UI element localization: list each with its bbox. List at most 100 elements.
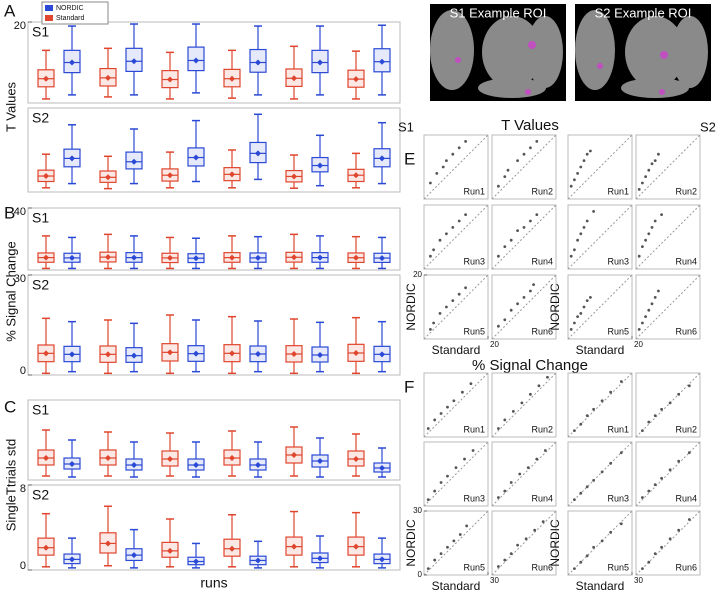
run-label: Run1 bbox=[607, 186, 629, 196]
point bbox=[526, 466, 530, 469]
point bbox=[585, 414, 589, 418]
median-marker bbox=[43, 544, 49, 551]
x-tick-label: 30 bbox=[490, 576, 499, 585]
median-marker bbox=[317, 458, 323, 464]
point bbox=[657, 289, 660, 293]
image-title: S2 Example ROI bbox=[595, 5, 692, 20]
point bbox=[503, 318, 507, 322]
point bbox=[457, 146, 461, 150]
point bbox=[454, 466, 458, 469]
point bbox=[660, 407, 663, 411]
legend-swatch bbox=[45, 5, 53, 11]
point bbox=[668, 468, 672, 472]
median-marker bbox=[167, 76, 173, 83]
identity-line bbox=[491, 510, 557, 576]
point bbox=[458, 533, 462, 536]
point bbox=[600, 539, 604, 543]
median-marker bbox=[193, 462, 199, 468]
median-marker bbox=[229, 75, 235, 82]
point bbox=[647, 308, 651, 312]
point bbox=[446, 474, 449, 478]
point bbox=[433, 489, 437, 493]
point bbox=[463, 457, 466, 461]
identity-line bbox=[423, 204, 489, 270]
point bbox=[677, 459, 681, 463]
median-marker bbox=[291, 254, 297, 261]
median-marker bbox=[229, 171, 235, 178]
point bbox=[647, 232, 651, 236]
legend-label: NORDIC bbox=[56, 5, 84, 12]
median-marker bbox=[43, 173, 49, 180]
median-marker bbox=[353, 76, 359, 83]
median-marker bbox=[131, 352, 137, 359]
point bbox=[637, 254, 641, 258]
brain-art bbox=[430, 10, 708, 98]
median-marker bbox=[43, 455, 49, 461]
point bbox=[457, 292, 461, 296]
run-label: Run6 bbox=[531, 562, 553, 572]
median-marker bbox=[131, 254, 137, 261]
median-marker bbox=[43, 254, 49, 261]
point bbox=[432, 321, 435, 325]
median-marker bbox=[229, 455, 235, 461]
point bbox=[535, 213, 539, 217]
panel-letter: E bbox=[404, 149, 415, 168]
point bbox=[644, 175, 647, 179]
median-marker bbox=[291, 543, 297, 550]
subplot-label: S2 bbox=[32, 277, 49, 293]
point bbox=[497, 254, 500, 258]
point bbox=[677, 528, 681, 532]
median-marker bbox=[131, 552, 137, 559]
y-tick-label: 0 bbox=[20, 560, 26, 572]
median-marker bbox=[193, 57, 199, 64]
identity-line bbox=[491, 441, 557, 507]
median-marker bbox=[167, 349, 173, 356]
identity-line bbox=[491, 204, 557, 270]
point bbox=[438, 312, 442, 315]
median-marker bbox=[193, 558, 199, 565]
point bbox=[600, 470, 604, 474]
point bbox=[644, 315, 647, 318]
point bbox=[529, 289, 532, 293]
median-marker bbox=[193, 255, 199, 262]
median-marker bbox=[43, 350, 49, 357]
point bbox=[461, 390, 464, 394]
median-marker bbox=[229, 350, 235, 357]
point bbox=[503, 418, 507, 422]
point bbox=[585, 219, 589, 223]
point bbox=[465, 524, 469, 528]
point bbox=[524, 537, 528, 541]
point bbox=[518, 472, 522, 476]
y-tick-label: 0 bbox=[20, 365, 26, 377]
run-label: Run2 bbox=[531, 424, 553, 434]
median-marker bbox=[229, 545, 235, 552]
run-label: Run1 bbox=[607, 424, 629, 434]
x-axis-label: Standard bbox=[576, 579, 625, 592]
run-label: Run5 bbox=[607, 326, 629, 336]
median-marker bbox=[291, 351, 297, 357]
median-marker bbox=[69, 556, 75, 563]
median-marker bbox=[379, 465, 385, 471]
y-axis-label: NORDIC bbox=[548, 283, 562, 331]
legend-frame bbox=[41, 1, 109, 25]
point bbox=[660, 476, 663, 480]
point bbox=[433, 418, 437, 422]
point bbox=[522, 226, 526, 229]
plot-frame bbox=[27, 21, 401, 104]
point bbox=[569, 328, 573, 331]
point bbox=[589, 149, 592, 153]
median-marker bbox=[379, 556, 385, 563]
point bbox=[653, 296, 657, 299]
median-marker bbox=[255, 254, 261, 261]
point bbox=[585, 554, 589, 558]
point bbox=[653, 159, 657, 163]
y-tick-label: 40 bbox=[14, 206, 26, 218]
point bbox=[619, 380, 623, 383]
y-axis-label: % Signal Change bbox=[3, 241, 18, 341]
point bbox=[573, 178, 576, 182]
subplot-label: S1 bbox=[32, 24, 49, 40]
point bbox=[647, 420, 651, 424]
point bbox=[687, 451, 691, 455]
point bbox=[452, 399, 456, 403]
